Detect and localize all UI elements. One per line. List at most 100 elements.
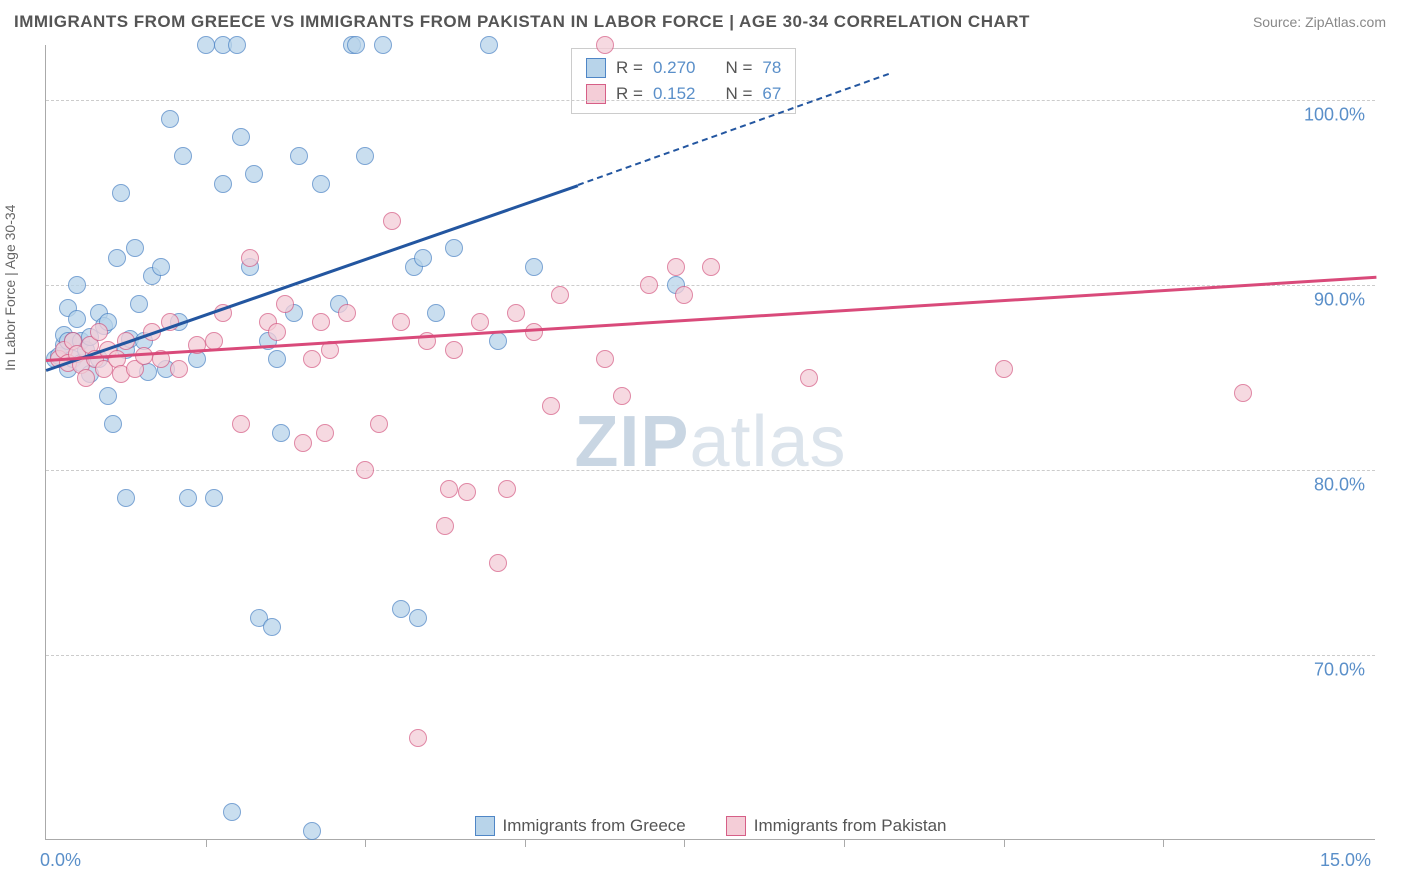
legend-label-greece: Immigrants from Greece [503,816,686,836]
data-point [197,36,215,54]
n-label-1: N = [725,81,752,107]
r-label-1: R = [616,81,643,107]
data-point [675,286,693,304]
trend-line [46,276,1376,362]
data-point [263,618,281,636]
data-point [356,147,374,165]
data-point [290,147,308,165]
data-point [77,369,95,387]
data-point [613,387,631,405]
legend-item-greece: Immigrants from Greece [475,816,686,836]
gridline-h [46,285,1375,286]
legend-item-pakistan: Immigrants from Pakistan [726,816,947,836]
bottom-legend: Immigrants from Greece Immigrants from P… [475,816,947,836]
n-label-0: N = [725,55,752,81]
data-point [480,36,498,54]
data-point [596,36,614,54]
x-tick [365,839,366,847]
swatch-greece [586,58,606,78]
data-point [294,434,312,452]
data-point [272,424,290,442]
data-point [458,483,476,501]
data-point [356,461,374,479]
data-point [170,360,188,378]
gridline-h [46,655,1375,656]
data-point [268,323,286,341]
data-point [440,480,458,498]
data-point [542,397,560,415]
data-point [245,165,263,183]
data-point [374,36,392,54]
data-point [445,341,463,359]
swatch-pakistan-bottom [726,816,746,836]
data-point [179,489,197,507]
data-point [409,729,427,747]
data-point [152,258,170,276]
data-point [800,369,818,387]
stats-row-greece: R = 0.270 N = 78 [586,55,781,81]
data-point [223,803,241,821]
data-point [228,36,246,54]
x-tick [1004,839,1005,847]
data-point [489,554,507,572]
data-point [414,249,432,267]
data-point [370,415,388,433]
x-tick [684,839,685,847]
data-point [489,332,507,350]
data-point [445,239,463,257]
x-tick [1163,839,1164,847]
stats-row-pakistan: R = 0.152 N = 67 [586,81,781,107]
legend-label-pakistan: Immigrants from Pakistan [754,816,947,836]
data-point [316,424,334,442]
data-point [347,36,365,54]
r-value-0: 0.270 [653,55,696,81]
swatch-greece-bottom [475,816,495,836]
data-point [667,258,685,276]
data-point [312,313,330,331]
data-point [303,822,321,840]
data-point [525,258,543,276]
y-tick-label: 90.0% [1314,290,1365,311]
data-point [383,212,401,230]
data-point [90,323,108,341]
data-point [126,239,144,257]
correlation-chart: IMMIGRANTS FROM GREECE VS IMMIGRANTS FRO… [0,0,1406,892]
data-point [117,489,135,507]
data-point [507,304,525,322]
data-point [338,304,356,322]
data-point [436,517,454,535]
data-point [392,600,410,618]
gridline-h [46,470,1375,471]
data-point [174,147,192,165]
data-point [68,276,86,294]
data-point [471,313,489,331]
data-point [112,184,130,202]
data-point [104,415,122,433]
data-point [525,323,543,341]
data-point [551,286,569,304]
r-label-0: R = [616,55,643,81]
data-point [68,310,86,328]
x-tick [206,839,207,847]
data-point [232,415,250,433]
data-point [232,128,250,146]
chart-title: IMMIGRANTS FROM GREECE VS IMMIGRANTS FRO… [14,12,1030,32]
x-tick-max: 15.0% [1320,850,1371,871]
data-point [99,387,117,405]
data-point [214,175,232,193]
data-point [596,350,614,368]
data-point [303,350,321,368]
y-axis-label: In Labor Force | Age 30-34 [2,205,18,371]
stats-legend-box: R = 0.270 N = 78 R = 0.152 N = 67 [571,48,796,114]
data-point [498,480,516,498]
x-tick [844,839,845,847]
data-point [702,258,720,276]
data-point [161,110,179,128]
data-point [241,249,259,267]
x-tick [525,839,526,847]
data-point [427,304,445,322]
x-tick-min: 0.0% [40,850,81,871]
data-point [640,276,658,294]
y-tick-label: 80.0% [1314,475,1365,496]
data-point [1234,384,1252,402]
